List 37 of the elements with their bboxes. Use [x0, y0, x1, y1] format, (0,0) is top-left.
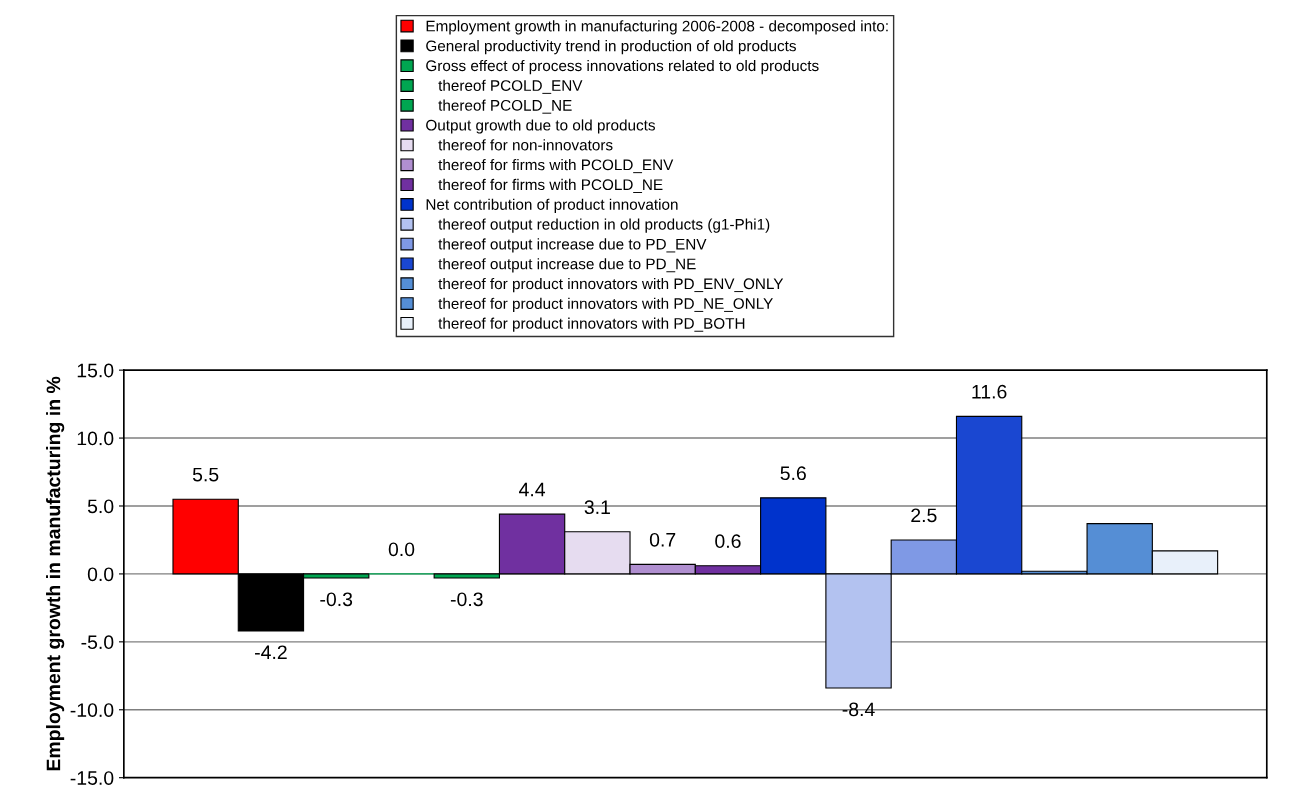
data-label: 2.5 — [911, 508, 937, 523]
y-tick-label: -10.0 — [70, 703, 114, 717]
legend-label: Employment growth in manufacturing 2006-2008 - decomposed into: — [426, 20, 888, 35]
data-label: 0.6 — [715, 534, 741, 549]
legend-label: thereof output reduction in old products (g1-Phi1) — [438, 218, 770, 233]
legend-label: thereof output increase due to PD_ENV — [438, 238, 707, 253]
data-label: 3.1 — [584, 500, 610, 515]
legend-label: thereof for product innovators with PD_NE_ONLY — [438, 297, 773, 313]
y-tick-label: -15.0 — [70, 771, 114, 785]
legend-label: Gross effect of process innovations related to old products — [426, 59, 819, 75]
data-label: -0.3 — [320, 592, 353, 607]
legend-label: Output growth due to old products — [426, 119, 655, 134]
legend-label: thereof for firms with PCOLD_NE — [438, 178, 663, 193]
data-label: -0.3 — [450, 592, 483, 607]
data-label: -4.2 — [255, 645, 287, 659]
legend-label: thereof for firms with PCOLD_ENV — [438, 159, 674, 174]
data-label: 4.4 — [519, 482, 546, 497]
legend-label: thereof PCOLD_ENV — [438, 79, 583, 94]
legend-label: thereof PCOLD_NE — [438, 99, 572, 114]
legend-label: thereof output increase due to PD_NE — [438, 258, 696, 273]
data-label: 0.0 — [388, 542, 415, 557]
legend-label: thereof for non-innovators — [438, 139, 613, 151]
data-label: 0.7 — [649, 532, 676, 547]
y-tick-label: 0.0 — [87, 567, 114, 582]
legend-label: thereof for product innovators with PD_ENV_ONLY — [438, 277, 784, 293]
legend-label: Net contribution of product innovation — [426, 198, 678, 213]
legend-label: thereof for product innovators with PD_BOTH — [438, 317, 745, 332]
data-label: 11.6 — [972, 384, 1007, 399]
legend-label: General productivity trend in production of old products — [426, 40, 796, 55]
y-axis-title: Employment growth in manufacturing in % — [46, 376, 65, 771]
data-label: -8.4 — [842, 702, 875, 717]
y-tick-label: 5.0 — [87, 499, 114, 514]
data-label: 5.5 — [192, 467, 219, 482]
data-label: 5.6 — [780, 466, 806, 481]
y-tick-label: 10.0 — [77, 431, 114, 446]
y-tick-label: -5.0 — [81, 635, 114, 650]
y-tick-label: 15.0 — [77, 363, 114, 378]
